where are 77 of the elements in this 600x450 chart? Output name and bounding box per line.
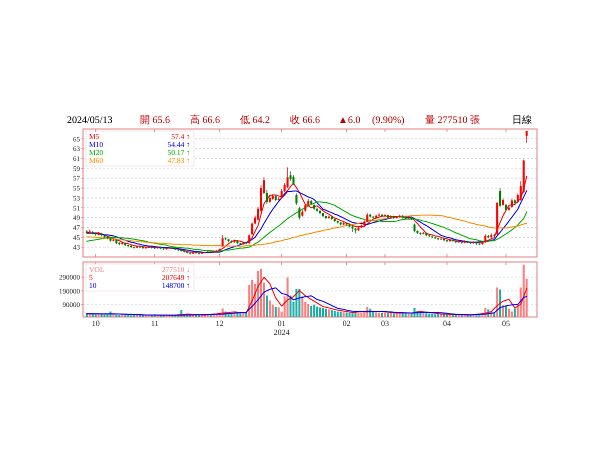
candlestick xyxy=(295,193,298,206)
bar xyxy=(233,314,236,317)
bar xyxy=(307,304,310,317)
bar xyxy=(319,307,322,317)
bar xyxy=(272,304,274,317)
candlestick xyxy=(224,236,227,241)
bar xyxy=(357,313,360,317)
candlestick xyxy=(222,234,224,248)
candlestick xyxy=(298,206,300,220)
candlestick xyxy=(499,188,502,208)
line-series xyxy=(86,190,528,254)
text: (9.90%) xyxy=(372,115,404,126)
candlestick xyxy=(266,190,268,204)
candlestick xyxy=(351,226,354,232)
bar xyxy=(425,313,428,317)
x-tick-label: 01 2024 xyxy=(274,319,290,337)
text: 日線 xyxy=(512,115,532,126)
x-tick-label: 10 xyxy=(92,319,100,328)
bar xyxy=(266,296,268,317)
bar xyxy=(316,306,318,317)
bar xyxy=(508,308,510,317)
x-tick-label: 11 xyxy=(150,319,159,328)
bar xyxy=(380,312,384,317)
bar xyxy=(88,314,91,317)
bar xyxy=(375,312,378,317)
bar xyxy=(431,314,434,317)
bar xyxy=(324,308,327,317)
bar xyxy=(268,300,271,317)
line-series xyxy=(86,201,528,252)
bar xyxy=(334,310,336,317)
line-series xyxy=(86,214,528,247)
x-tick-label: 12 xyxy=(216,319,224,328)
bar xyxy=(428,314,430,317)
bar xyxy=(386,313,389,317)
bar xyxy=(336,312,339,317)
bar xyxy=(239,313,242,317)
text: 2024/05/13 xyxy=(67,115,113,126)
bar xyxy=(313,304,316,317)
line-series xyxy=(86,287,528,316)
bar xyxy=(286,278,289,317)
bar xyxy=(504,306,508,317)
text: 高 66.6 xyxy=(190,114,220,126)
bar xyxy=(510,312,513,317)
bar xyxy=(330,310,333,317)
bar xyxy=(378,312,380,317)
text: 開 65.6 xyxy=(140,115,170,126)
bar xyxy=(437,314,440,317)
candlestick xyxy=(248,234,250,244)
text: ▲6.0 xyxy=(338,115,360,126)
bar xyxy=(422,312,424,317)
x-tick-label: 03 xyxy=(380,319,389,328)
x-tick-label: 02 xyxy=(342,319,351,328)
text: 低 64.2 xyxy=(240,115,270,126)
bar xyxy=(310,306,312,317)
bar xyxy=(348,312,351,317)
bar xyxy=(278,307,280,317)
bar xyxy=(360,312,362,317)
bar xyxy=(404,314,407,317)
candlestick xyxy=(354,228,356,234)
x-tick-label: 04 xyxy=(442,319,451,328)
bar xyxy=(392,314,395,317)
bar xyxy=(340,312,342,317)
candlestick xyxy=(292,174,294,186)
bar xyxy=(514,308,516,317)
candlestick xyxy=(378,212,380,216)
bar xyxy=(322,308,324,317)
bar xyxy=(242,312,244,317)
bar xyxy=(351,312,354,317)
bar xyxy=(522,264,525,317)
candlestick xyxy=(280,188,283,199)
text: 收 66.6 xyxy=(290,115,320,126)
x-tick-label: 05 xyxy=(502,319,510,328)
text: 量 277510 張 xyxy=(425,115,480,126)
bar xyxy=(342,312,345,317)
bar xyxy=(274,306,277,317)
bar xyxy=(328,309,330,317)
bar xyxy=(301,296,304,317)
